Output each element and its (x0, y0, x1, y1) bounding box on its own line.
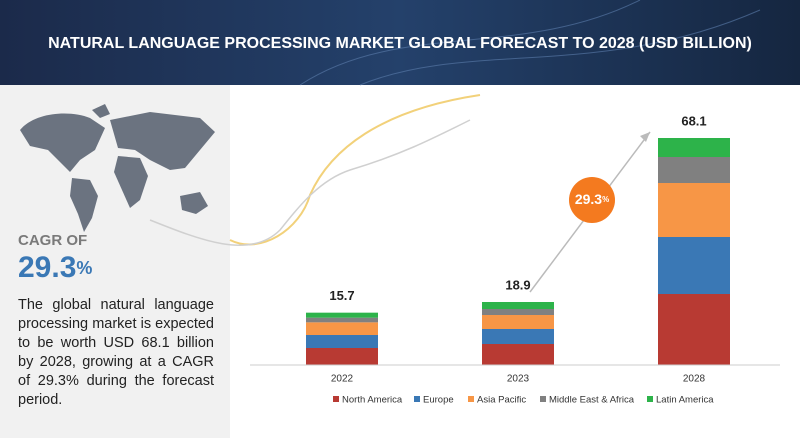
legend-label: Middle East & Africa (549, 395, 635, 406)
deco-swoosh (229, 94, 481, 246)
bar-segment (658, 294, 730, 365)
bar-segment (306, 335, 378, 348)
bar-segment (306, 312, 378, 318)
legend-swatch (333, 396, 339, 402)
legend-label: Asia Pacific (477, 395, 526, 406)
chart-title: NATURAL LANGUAGE PROCESSING MARKET GLOBA… (48, 35, 752, 52)
legend-label: North America (342, 395, 403, 406)
bar-segment (482, 302, 554, 309)
bar-segment (658, 237, 730, 294)
bar-segment (482, 344, 554, 365)
bar-segment (658, 183, 730, 237)
bar-segment (482, 309, 554, 315)
bar-segment (482, 329, 554, 344)
deco-line (149, 119, 471, 247)
total-label: 18.9 (505, 277, 530, 292)
cagr-label: CAGR OF (18, 232, 87, 249)
bar-segment (658, 157, 730, 183)
header-deco (299, 0, 761, 86)
legend-swatch (540, 396, 546, 402)
description: The global natural language processing m… (18, 297, 214, 408)
badge-text: 29.3% (575, 191, 609, 207)
cagr-value: 29.3% (18, 251, 92, 284)
header-bg (0, 0, 800, 85)
legend-swatch (647, 396, 653, 402)
x-tick-label: 2023 (507, 374, 530, 385)
bar-segment (306, 348, 378, 365)
cagr-badge (569, 177, 615, 223)
arrow-head (640, 132, 650, 142)
x-tick-label: 2022 (331, 374, 354, 385)
legend-swatch (468, 396, 474, 402)
bar-segment (482, 315, 554, 329)
x-tick-label: 2028 (683, 374, 706, 385)
world-map (20, 104, 215, 232)
bar-segment (658, 138, 730, 157)
total-label: 15.7 (329, 288, 354, 303)
legend-swatch (414, 396, 420, 402)
bar-segment (306, 322, 378, 335)
total-label: 68.1 (681, 113, 706, 128)
bar-segment (306, 317, 378, 323)
legend-label: Latin America (656, 395, 714, 406)
legend-label: Europe (423, 395, 454, 406)
